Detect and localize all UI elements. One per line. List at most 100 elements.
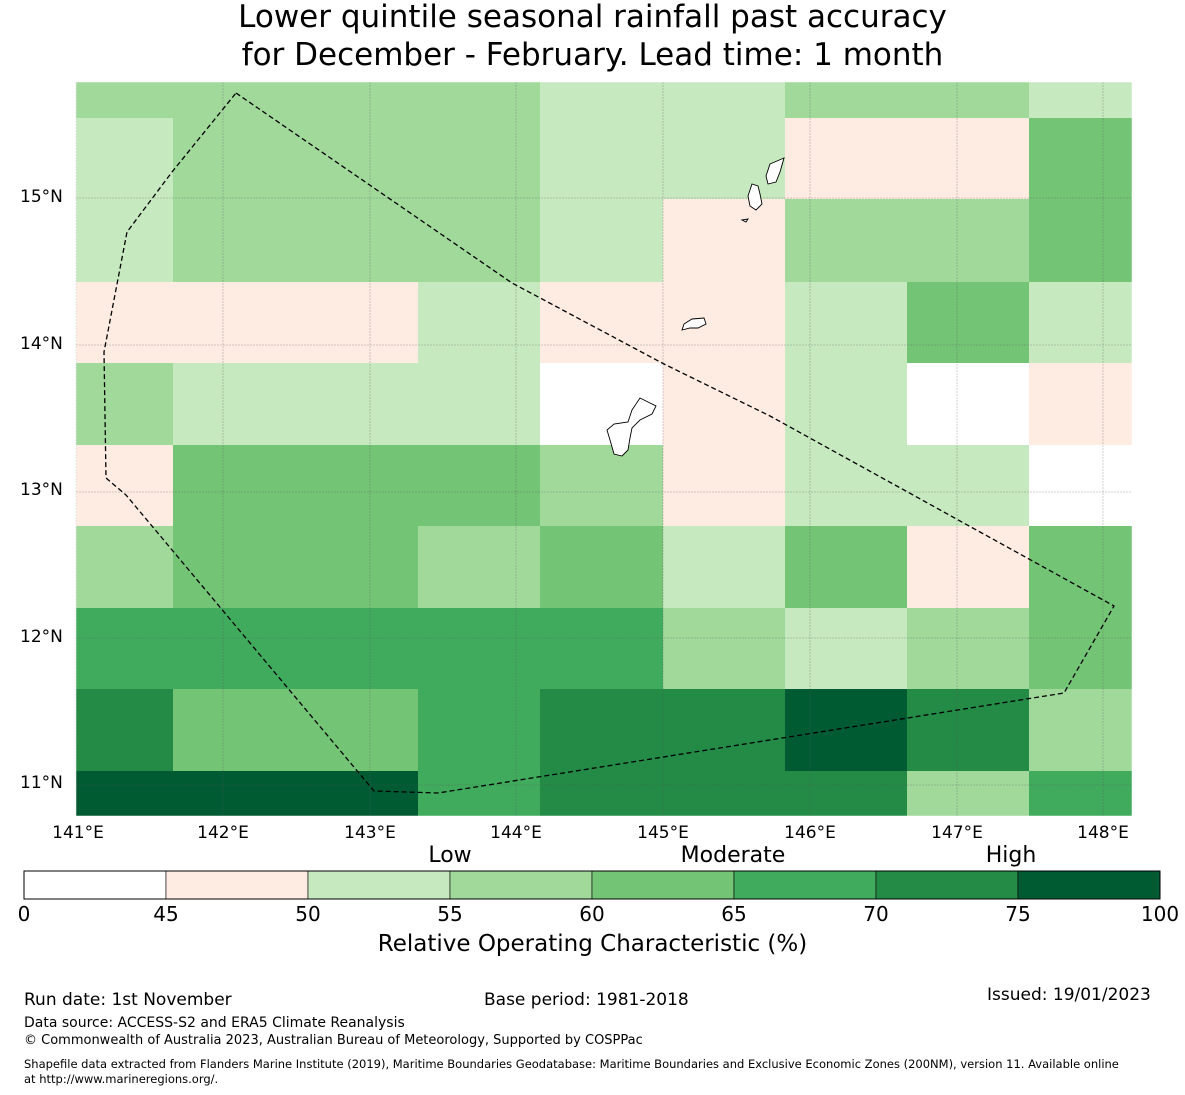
copyright: © Commonwealth of Australia 2023, Austra… [24, 1033, 643, 1048]
grid-cell [76, 282, 173, 363]
grid-cell [173, 526, 418, 608]
colorbar-segment [165, 870, 309, 900]
grid-cell [418, 118, 540, 199]
colorbar-segment [449, 870, 593, 900]
grid-cell [76, 118, 173, 199]
grid-cell [173, 282, 418, 363]
lon-label-147e: 147°E [931, 823, 983, 843]
island-saipan [765, 157, 785, 185]
grid-cell [418, 445, 540, 526]
grid-cell [785, 282, 907, 363]
colorbar [23, 870, 1161, 900]
cb-tick-65: 65 [721, 902, 747, 926]
title-line-1: Lower quintile seasonal rainfall past ac… [238, 0, 947, 35]
cb-tick-75: 75 [1005, 902, 1031, 926]
grid-cell [907, 445, 1029, 526]
grid-cell [76, 199, 173, 282]
lat-label-14n: 14°N [20, 334, 63, 354]
grid-cell [76, 771, 173, 816]
grid-cell [1029, 363, 1132, 445]
grid-cell [418, 608, 540, 689]
grid-cell [1029, 771, 1132, 816]
grid-cell [418, 82, 540, 118]
colorbar-segment [591, 870, 735, 900]
data-source: Data source: ACCESS-S2 and ERA5 Climate … [24, 1015, 405, 1031]
shapefile-credit-line-1: Shapefile data extracted from Flanders M… [24, 1057, 1119, 1071]
cb-tick-55: 55 [437, 902, 463, 926]
grid-cell [663, 608, 785, 689]
grid-cell [418, 363, 540, 445]
grid-cell [418, 689, 540, 771]
grid-cell [540, 526, 663, 608]
grid-cell [1029, 526, 1132, 608]
grid-cell [907, 363, 1029, 445]
grid-cell [76, 363, 173, 445]
grid-cell [785, 526, 907, 608]
grid-cell [663, 689, 785, 771]
grid-cell [418, 199, 540, 282]
grid-cell [907, 608, 1029, 689]
grid-cell [173, 608, 418, 689]
category-high: High [985, 843, 1037, 868]
grid-cell [76, 689, 173, 771]
grid-cell [173, 118, 418, 199]
grid-cell [1029, 608, 1132, 689]
lon-label-142e: 142°E [197, 823, 249, 843]
grid-cell [540, 82, 663, 118]
cb-tick-100: 100 [1140, 902, 1180, 926]
lon-label-141e: 141°E [52, 823, 104, 843]
grid-cell [540, 445, 663, 526]
grid-cell [540, 689, 663, 771]
grid-cell [663, 526, 785, 608]
grid-cell [76, 82, 173, 118]
issued-date: Issued: 19/01/2023 [987, 985, 1151, 1005]
islands [606, 157, 785, 457]
grid-cell [663, 771, 785, 816]
grid-cell [1029, 199, 1132, 282]
island-tinian [747, 183, 763, 211]
colorbar-segment [307, 870, 451, 900]
grid-cell [173, 363, 418, 445]
lon-label-145e: 145°E [637, 823, 689, 843]
grid-cell [540, 608, 663, 689]
grid-cell [296, 445, 418, 526]
category-moderate: Moderate [680, 843, 786, 868]
map-grid-cells [76, 82, 1132, 816]
cb-tick-0: 0 [17, 902, 31, 926]
grid-cell [785, 689, 907, 771]
lon-label-144e: 144°E [490, 823, 542, 843]
grid-cell [907, 526, 1029, 608]
grid-cell [785, 363, 907, 445]
grid-cell [907, 689, 1029, 771]
grid-cell [663, 363, 785, 445]
map-frame [75, 81, 1133, 817]
eez-boundary [103, 92, 1115, 794]
grid-cell [785, 608, 907, 689]
grid-cell [173, 771, 418, 816]
island-rota [681, 317, 707, 331]
map-gridlines [75, 82, 1132, 816]
colorbar-segment [23, 870, 167, 900]
grid-cell [1029, 282, 1132, 363]
lon-label-143e: 143°E [344, 823, 396, 843]
grid-cell [1029, 118, 1132, 199]
title-line-2: for December - February. Lead time: 1 mo… [241, 37, 944, 73]
grid-cell [76, 608, 173, 689]
colorbar-segment [733, 870, 877, 900]
grid-cell [785, 771, 907, 816]
cb-tick-70: 70 [863, 902, 889, 926]
colorbar-title: Relative Operating Characteristic (%) [377, 931, 808, 957]
grid-cell [173, 82, 418, 118]
lat-label-12n: 12°N [20, 627, 63, 647]
grid-cell [173, 445, 296, 526]
grid-cell [907, 118, 1029, 199]
grid-cell [663, 445, 785, 526]
lat-label-13n: 13°N [20, 480, 63, 500]
grid-cell [663, 282, 785, 363]
grid-cell [907, 282, 1029, 363]
grid-cell [540, 282, 663, 363]
grid-cell [785, 82, 907, 118]
grid-cell [173, 689, 418, 771]
grid-cell [663, 82, 785, 118]
